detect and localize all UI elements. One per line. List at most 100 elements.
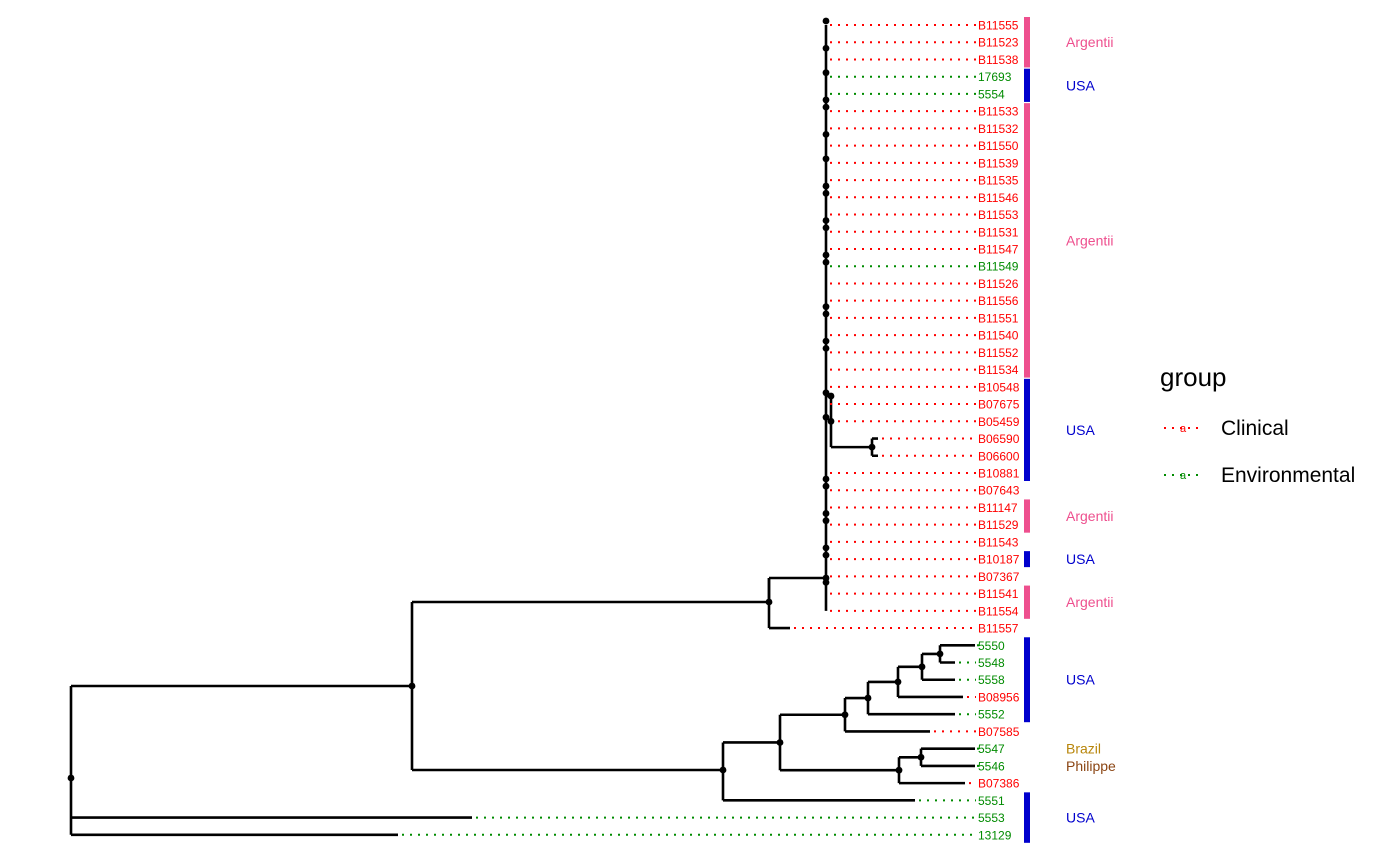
tree-node [868, 443, 876, 451]
country-strip-bar [1024, 378, 1030, 481]
tip-label: B11534 [978, 363, 1019, 377]
tree-node [822, 103, 830, 111]
tree-node [67, 774, 75, 782]
tree-node [822, 310, 830, 318]
tip-label: B10187 [978, 553, 1020, 567]
country-strip-label: USA [1066, 77, 1095, 93]
tip-label: B11539 [978, 156, 1019, 170]
tip-label: B06600 [978, 449, 1020, 463]
tree-node [822, 96, 830, 104]
tree-node [822, 303, 830, 311]
tip-label: B07367 [978, 570, 1020, 584]
country-strip-bar [1024, 585, 1030, 619]
tip-label: B11557 [978, 622, 1019, 636]
tree-node [895, 766, 903, 774]
tree-node [822, 482, 830, 490]
country-strip-label: Philippe [1066, 758, 1116, 774]
tip-label: B11531 [978, 225, 1019, 239]
tip-label: 5554 [978, 87, 1005, 101]
tree-node [918, 663, 926, 671]
tip-label: B11526 [978, 277, 1019, 291]
tip-label: B11529 [978, 518, 1019, 532]
legend: group a Clinical a Environmental [1160, 362, 1355, 487]
country-strip-label: USA [1066, 810, 1095, 826]
tip-label: B05459 [978, 415, 1020, 429]
tree-node [822, 258, 830, 266]
legend-label-clinical: Clinical [1221, 417, 1289, 440]
tip-label: 17693 [978, 70, 1012, 84]
tip-label: B11551 [978, 311, 1019, 325]
tree-node [822, 551, 830, 559]
legend-item-environmental: a Environmental [1164, 464, 1355, 487]
country-strip-label: Argentii [1066, 594, 1113, 610]
tree-node [827, 417, 835, 425]
branch [920, 652, 955, 682]
tip-label: B11555 [978, 19, 1019, 33]
branch [69, 684, 412, 835]
tip-label: B11533 [978, 105, 1019, 119]
country-strip-label: USA [1066, 672, 1095, 688]
branch [872, 437, 878, 458]
tree-node [894, 678, 902, 686]
tree-node [822, 44, 830, 52]
tip-label: B11543 [978, 535, 1019, 549]
tip-label: 5550 [978, 639, 1005, 653]
tip-label: 5558 [978, 673, 1005, 687]
tip-label: 5553 [978, 811, 1005, 825]
country-strip-bar [1024, 792, 1030, 843]
country-strip-label: USA [1066, 551, 1095, 567]
tip-label: B08956 [978, 690, 1020, 704]
tip-label: B11546 [978, 191, 1019, 205]
legend-item-clinical: a Clinical [1164, 417, 1289, 440]
tree-node [719, 766, 727, 774]
country-strip-label: Brazil [1066, 741, 1101, 757]
tip-label: B11552 [978, 346, 1019, 360]
tree-node [822, 224, 830, 232]
tree-node [822, 544, 830, 552]
tip-label: B11550 [978, 139, 1019, 153]
tree-node [822, 182, 830, 190]
tree-node [822, 17, 830, 25]
legend-glyph-clinical: a [1180, 423, 1187, 435]
tip-label: B07585 [978, 725, 1020, 739]
country-strip-bar [1024, 103, 1030, 378]
tree-node [864, 694, 872, 702]
tip-label: B11547 [978, 242, 1019, 256]
tree-node [822, 344, 830, 352]
tree-node [822, 217, 830, 224]
tip-label: B11147 [978, 501, 1018, 515]
country-strip-bar [1024, 68, 1030, 102]
tip-label: B10881 [978, 466, 1020, 480]
tip-label: B11553 [978, 208, 1019, 222]
country-strip-bar [1024, 637, 1030, 723]
legend-glyph-environmental: a [1180, 470, 1187, 482]
tip-label: 13129 [978, 828, 1012, 842]
tree-node [822, 510, 830, 517]
tree-node [822, 189, 830, 197]
tip-label: 5548 [978, 656, 1005, 670]
country-strip-bar [1024, 17, 1030, 68]
branch [778, 713, 899, 772]
tip-guide-lines [402, 24, 979, 836]
country-strips: Argentii USA Argentii USA Argentii USA Argenti… [1024, 17, 1116, 843]
tree-node [822, 337, 830, 345]
tree-node [827, 392, 835, 400]
tip-label: 5547 [978, 742, 1005, 756]
tip-label: B07643 [978, 484, 1020, 498]
country-strip-bar [1024, 551, 1030, 568]
tree-node [822, 155, 830, 163]
legend-title: group [1160, 362, 1227, 392]
tip-label: B11541 [978, 587, 1019, 601]
branch [897, 755, 965, 785]
tree-node [822, 130, 830, 138]
country-strip-label: USA [1066, 422, 1095, 438]
branch [71, 816, 472, 837]
branch [896, 665, 963, 699]
tip-label: 5546 [978, 759, 1005, 773]
tip-label: B11556 [978, 294, 1019, 308]
tree-node [936, 650, 944, 658]
tip-label: B11535 [978, 174, 1019, 188]
tree-node [822, 413, 830, 421]
tip-label: B11554 [978, 604, 1019, 618]
country-strip-label: Argentii [1066, 232, 1113, 248]
